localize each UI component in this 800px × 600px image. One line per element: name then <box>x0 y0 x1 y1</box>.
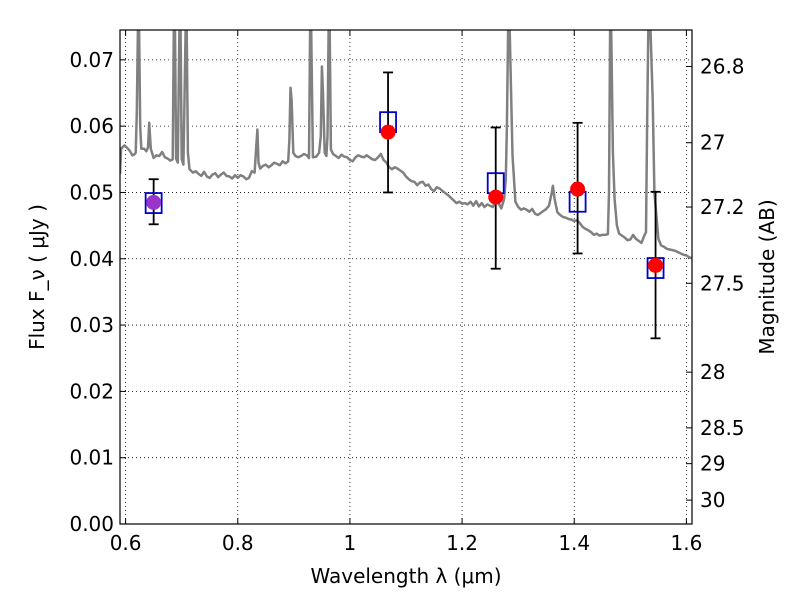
y-tick-label: 0.07 <box>69 48 114 72</box>
right-tick-label: 28 <box>700 360 725 384</box>
right-tick-label: 27.5 <box>700 271 745 295</box>
model-spectrum-line <box>120 30 692 260</box>
y-axis-ticks: 0.00 0.01 0.02 0.03 0.04 0.05 0.06 0.07 <box>69 48 126 536</box>
observed-point <box>648 257 664 273</box>
x-tick-label: 1 <box>344 531 357 555</box>
plot-area <box>120 30 692 340</box>
observed-points <box>146 124 664 273</box>
y-tick-label: 0.04 <box>69 247 114 271</box>
y-tick-label: 0.06 <box>69 114 114 138</box>
model-photometry-box <box>144 192 163 214</box>
right-tick-label: 29 <box>700 452 725 476</box>
observed-point <box>488 189 504 205</box>
right-axis-label: Magnitude (AB) <box>755 199 779 354</box>
y-tick-label: 0.01 <box>69 446 114 470</box>
y-axis-label-group: Flux F_ν ( μJy ) <box>25 204 49 350</box>
x-tick-label: 1.4 <box>558 531 590 555</box>
axis-labels: Wavelength λ (μm) Flux F_ν ( μJy ) Magnitu… <box>25 199 779 588</box>
model-spectrum <box>120 30 692 260</box>
right-tick-label: 27 <box>700 131 725 155</box>
right-tick-label: 26.8 <box>700 54 745 78</box>
x-axis-label: Wavelength λ (μm) <box>310 564 501 588</box>
y-tick-label: 0.05 <box>69 180 114 204</box>
y-tick-label: 0.03 <box>69 313 114 337</box>
observed-point <box>146 194 162 210</box>
x-tick-label: 1.2 <box>446 531 478 555</box>
x-tick-label: 0.6 <box>110 531 142 555</box>
observed-point <box>380 124 396 140</box>
observed-point <box>570 181 586 197</box>
right-axis-ticks: 26.8 27 27.2 27.5 28 28.5 29 30 <box>686 54 745 512</box>
x-axis-ticks: 0.6 0.8 1 1.2 1.4 1.6 <box>110 30 702 555</box>
right-axis-label-group: Magnitude (AB) <box>755 199 779 354</box>
right-tick-label: 28.5 <box>700 416 745 440</box>
plot-background <box>120 30 692 524</box>
y-tick-label: 0.02 <box>69 379 114 403</box>
right-tick-label: 27.2 <box>700 195 745 219</box>
x-tick-label: 0.8 <box>222 531 254 555</box>
y-tick-label: 0.00 <box>69 512 114 536</box>
x-tick-label: 1.6 <box>670 531 702 555</box>
plot-frame <box>119 29 693 525</box>
right-tick-label: 30 <box>700 488 725 512</box>
y-axis-label: Flux F_ν ( μJy ) <box>25 204 49 350</box>
